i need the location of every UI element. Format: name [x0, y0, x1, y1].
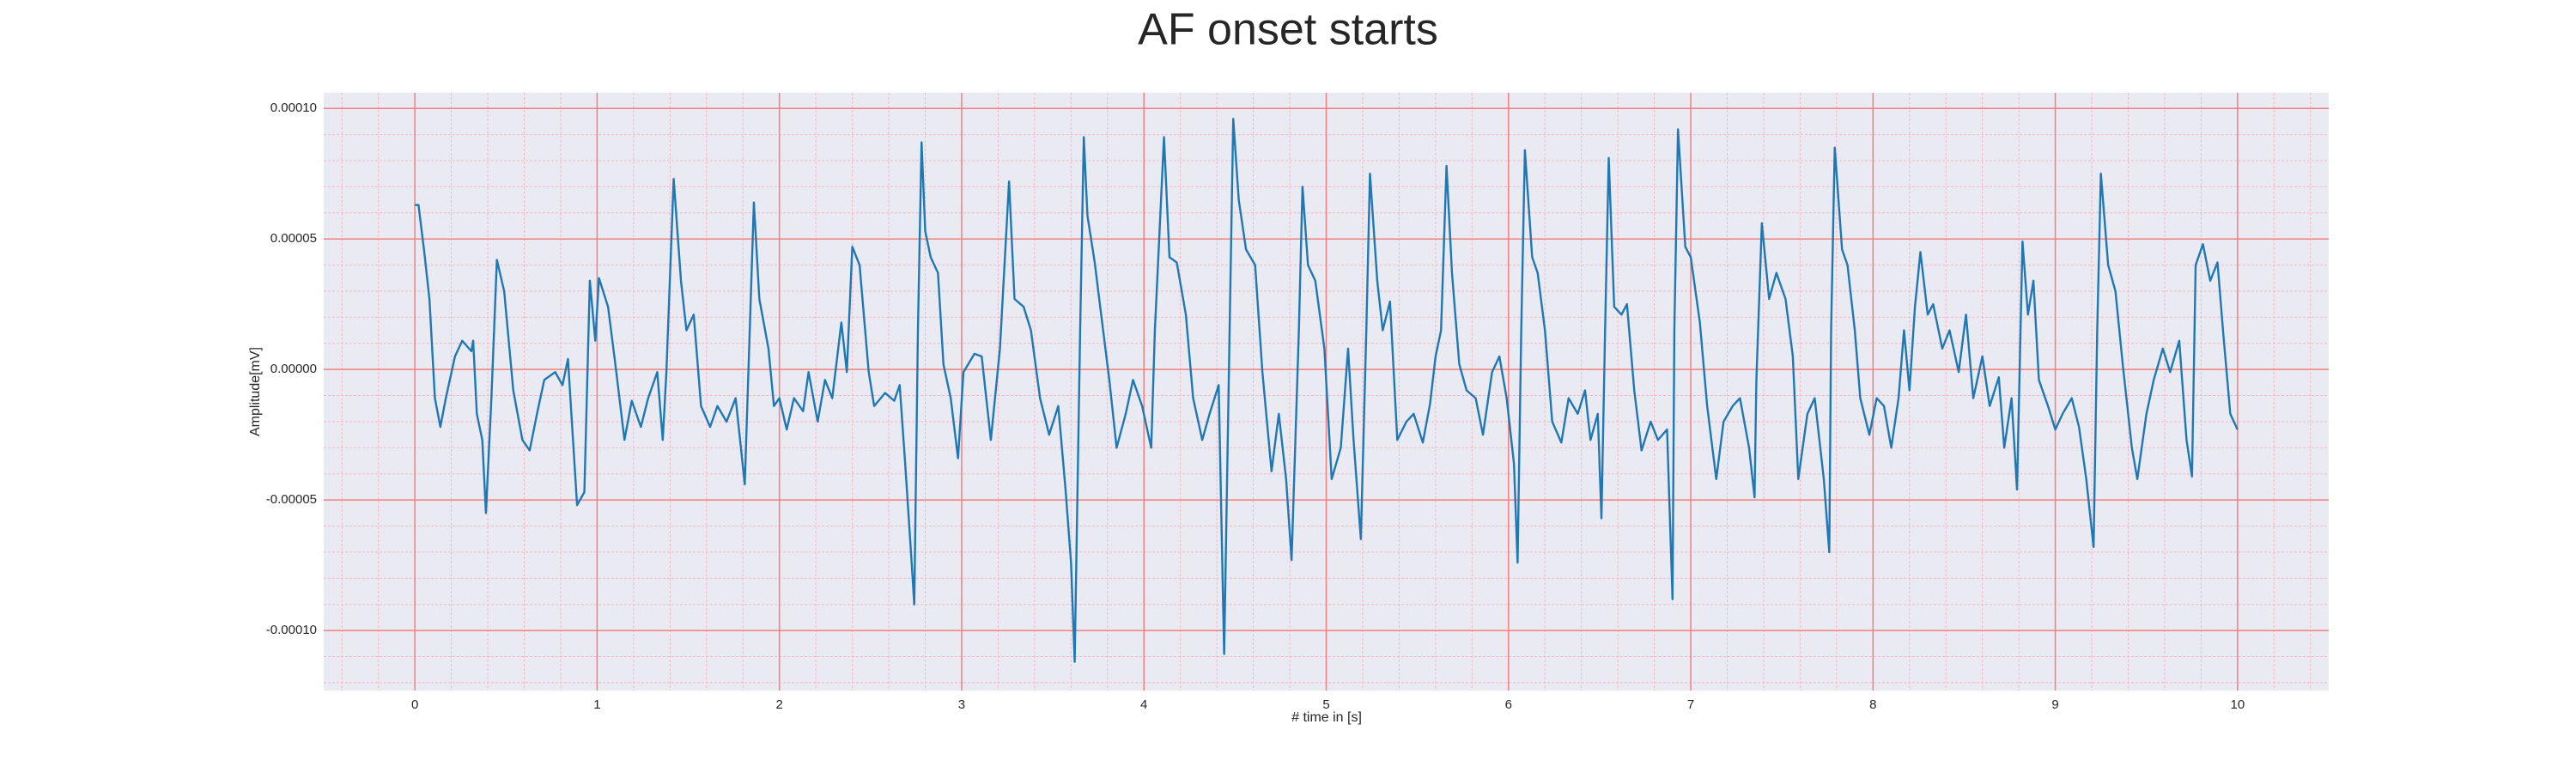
signal-line	[415, 118, 2239, 663]
y-tick-label: 0.00000	[270, 362, 317, 376]
x-tick-label: 8	[1869, 697, 1876, 712]
x-tick-label: 9	[2051, 697, 2058, 712]
x-tick-label: 10	[2231, 697, 2245, 712]
y-tick-label: 0.00005	[270, 231, 317, 246]
x-tick-label: 3	[958, 697, 965, 712]
chart-title: AF onset starts	[1138, 5, 1438, 55]
x-axis-label: # time in [s]	[1291, 710, 1362, 725]
x-tick-label: 5	[1322, 697, 1329, 712]
y-tick-label: -0.00005	[266, 492, 317, 507]
y-tick-label: -0.00010	[266, 623, 317, 637]
x-tick-label: 4	[1140, 697, 1147, 712]
x-tick-label: 6	[1505, 697, 1512, 712]
x-tick-label: 7	[1687, 697, 1694, 712]
x-tick-label: 0	[411, 697, 418, 712]
y-axis-label: Amplitude[mV]	[248, 347, 263, 436]
x-tick-label: 2	[776, 697, 783, 712]
y-tick-label: 0.00010	[270, 100, 317, 115]
x-tick-label: 1	[593, 697, 600, 712]
